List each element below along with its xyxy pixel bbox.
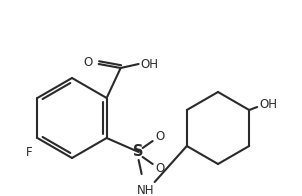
Text: O: O bbox=[155, 162, 164, 175]
Text: OH: OH bbox=[259, 99, 277, 112]
Text: NH: NH bbox=[137, 184, 154, 196]
Text: S: S bbox=[133, 144, 144, 160]
Text: F: F bbox=[26, 146, 33, 159]
Text: OH: OH bbox=[141, 58, 159, 72]
Text: O: O bbox=[83, 56, 93, 70]
Text: O: O bbox=[155, 131, 164, 143]
